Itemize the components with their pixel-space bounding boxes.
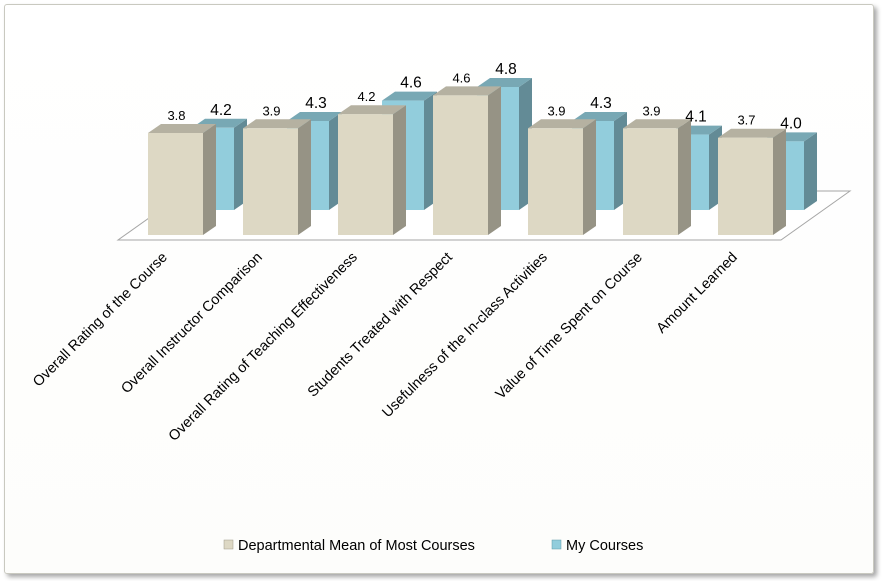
bar-departmental-mean-1 xyxy=(243,128,298,235)
bar-departmental-mean-3 xyxy=(433,95,488,236)
value-label-my-courses-4: 4.3 xyxy=(590,95,612,112)
bar-departmental-mean-4-side xyxy=(583,119,596,235)
bar-departmental-mean-2-side xyxy=(393,105,406,235)
value-label-departmental-mean-4: 3.9 xyxy=(547,103,565,118)
category-label-4: Usefulness of the In-class Activities xyxy=(379,250,550,421)
bar-departmental-mean-6-top xyxy=(718,128,786,138)
value-label-departmental-mean-1: 3.9 xyxy=(262,103,280,118)
value-labels: 4.2 3.8 4.3 3.9 4.6 4.2 4.8 4.6 4.3 3.9 4.1 3.9 4.0 3… xyxy=(167,61,802,132)
value-label-my-courses-3: 4.8 xyxy=(495,61,517,78)
value-label-my-courses-6: 4.0 xyxy=(780,115,802,132)
bar-departmental-mean-6 xyxy=(718,137,773,235)
bar-departmental-mean-3-side xyxy=(488,86,501,236)
bar-my-courses-3-top xyxy=(477,78,532,87)
legend: Departmental Mean of Most Courses My Cou… xyxy=(223,538,643,554)
bar-my-courses-1-top xyxy=(287,112,342,121)
bar-my-courses-4-top xyxy=(572,112,627,121)
value-label-departmental-mean-0: 3.8 xyxy=(167,108,185,123)
value-label-departmental-mean-5: 3.9 xyxy=(642,103,660,118)
bar-departmental-mean-3-top xyxy=(433,86,501,96)
bar-my-courses-6-side xyxy=(804,132,817,210)
value-label-departmental-mean-3: 4.6 xyxy=(452,70,470,85)
bar-departmental-mean-0-top xyxy=(148,124,216,133)
bar-departmental-mean-1-side xyxy=(298,119,311,235)
bar-departmental-mean-0 xyxy=(148,133,203,235)
legend-swatch-departmental-mean xyxy=(223,539,234,550)
bar-departmental-mean-4-top xyxy=(528,119,596,129)
value-label-departmental-mean-2: 4.2 xyxy=(357,89,375,104)
category-label-6: Amount Learned xyxy=(654,250,741,337)
series-departmental-mean xyxy=(148,86,786,236)
bar-departmental-mean-4 xyxy=(528,128,583,235)
value-label-my-courses-1: 4.3 xyxy=(305,95,327,112)
bar-departmental-mean-2 xyxy=(338,114,393,235)
value-label-my-courses-0: 4.2 xyxy=(210,102,232,119)
value-label-my-courses-2: 4.6 xyxy=(400,75,422,92)
bar-departmental-mean-5-side xyxy=(678,119,691,235)
legend-label-departmental-mean: Departmental Mean of Most Courses xyxy=(238,538,475,554)
bar-departmental-mean-5 xyxy=(623,128,678,235)
bar-my-courses-2-top xyxy=(382,91,437,101)
bar-departmental-mean-2-top xyxy=(338,105,406,115)
value-label-my-courses-5: 4.1 xyxy=(685,109,707,126)
bar-departmental-mean-5-top xyxy=(623,119,691,129)
bar-departmental-mean-1-top xyxy=(243,119,311,129)
bar-departmental-mean-0-side xyxy=(203,124,216,235)
category-label-2: Overall Rating of Teaching Effectiveness xyxy=(166,250,361,445)
value-label-departmental-mean-6: 3.7 xyxy=(737,113,755,128)
bar-departmental-mean-6-side xyxy=(773,128,786,235)
legend-swatch-my-courses xyxy=(551,539,562,550)
legend-label-my-courses: My Courses xyxy=(566,538,643,554)
